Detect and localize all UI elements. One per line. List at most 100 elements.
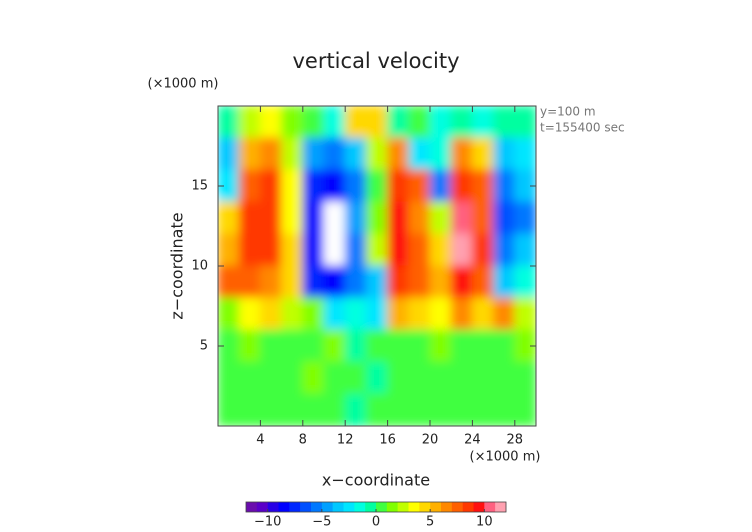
heat-cell [387,233,410,267]
heat-cell [365,201,389,235]
heat-cell [323,297,346,331]
x-tick-label: 12 [337,433,354,448]
colorbar-swatch [332,502,344,512]
heat-cell [450,137,473,171]
chart-title: vertical velocity [292,49,459,73]
heat-cell [259,297,283,331]
heat-cell [408,106,431,139]
heat-cell [281,201,304,235]
heatmap [218,106,536,426]
heat-cell [429,297,452,331]
heat-cell [365,106,389,139]
heat-cell [302,297,325,331]
x-tick-label: 8 [299,433,307,448]
colorbar-swatch [386,502,398,512]
heat-cell [323,201,346,235]
heat-cell [238,265,261,299]
heatmap-cells [218,106,536,426]
heat-cell [471,169,495,203]
x-axis-label: x−coordinate [322,471,430,490]
heat-cell [323,137,346,171]
colorbar-swatch [321,502,333,512]
heat-cell [471,137,495,171]
heat-cell [429,106,452,139]
colorbar-swatch [408,502,420,512]
heat-cell [344,393,367,426]
heat-cell [238,233,261,267]
heat-cell [471,297,495,331]
heat-cell [238,169,261,203]
heat-cell [218,201,240,235]
heat-cell [408,169,431,203]
heat-cell [281,233,304,267]
heat-cell [302,329,325,363]
colorbar-swatch [311,502,323,512]
heat-cell [408,233,431,267]
heat-cell [323,361,346,395]
heat-cell [429,265,452,299]
heat-cell [493,106,516,139]
heat-cell [514,329,536,363]
colorbar-swatch [462,502,474,512]
heat-cell [450,233,473,267]
heat-cell [323,233,346,267]
heat-cell [429,169,452,203]
x-unit-label: (×1000 m) [470,450,541,465]
colorbar-swatch [376,502,388,512]
heat-cell [344,201,367,235]
heat-cell [471,361,495,395]
heat-cell [493,201,516,235]
heat-cell [238,297,261,331]
heat-cell [238,106,261,139]
heat-cell [471,233,495,267]
heat-cell [281,137,304,171]
annotation: t=155400 sec [540,121,625,135]
colorbar-swatch [256,502,268,512]
heat-cell [344,137,367,171]
heat-cell [429,361,452,395]
heat-cell [429,137,452,171]
colorbar-swatch [246,502,258,512]
heat-cell [218,137,240,171]
colorbar-tick-label: −5 [312,515,331,530]
heat-cell [514,233,536,267]
heat-cell [259,137,283,171]
heat-cell [493,233,516,267]
y-axis-label: z−coordinate [168,212,187,319]
colorbar: −10 −5 0 5 10 [245,501,507,530]
heat-cell [493,169,516,203]
colorbar-tick-label: 10 [476,515,493,530]
colorbar-swatch [484,502,496,512]
colorbar-tick-label: −10 [254,515,281,530]
heat-cell [387,265,410,299]
x-tick-label: 28 [507,433,524,448]
heat-cell [344,297,367,331]
heat-cell [471,393,495,426]
heat-cell [281,169,304,203]
heat-cell [450,361,473,395]
x-tick-label: 16 [379,433,396,448]
colorbar-swatch [343,502,355,512]
x-tick-label: 20 [422,433,439,448]
y-tick-label: 15 [191,179,208,194]
heat-cell [344,106,367,139]
heat-cell [493,297,516,331]
colorbar-swatch [430,502,442,512]
heat-cell [302,201,325,235]
heat-cell [238,201,261,235]
heat-cell [365,169,389,203]
heat-cell [238,393,261,426]
heat-cell [493,393,516,426]
heat-cell [218,329,240,363]
heat-cell [429,233,452,267]
colorbar-swatch [267,502,279,512]
heat-cell [471,106,495,139]
heat-cell [450,393,473,426]
heat-cell [281,361,304,395]
heat-cell [323,329,346,363]
heat-cell [408,265,431,299]
heat-cell [450,169,473,203]
heat-cell [323,169,346,203]
heat-cell [218,265,240,299]
